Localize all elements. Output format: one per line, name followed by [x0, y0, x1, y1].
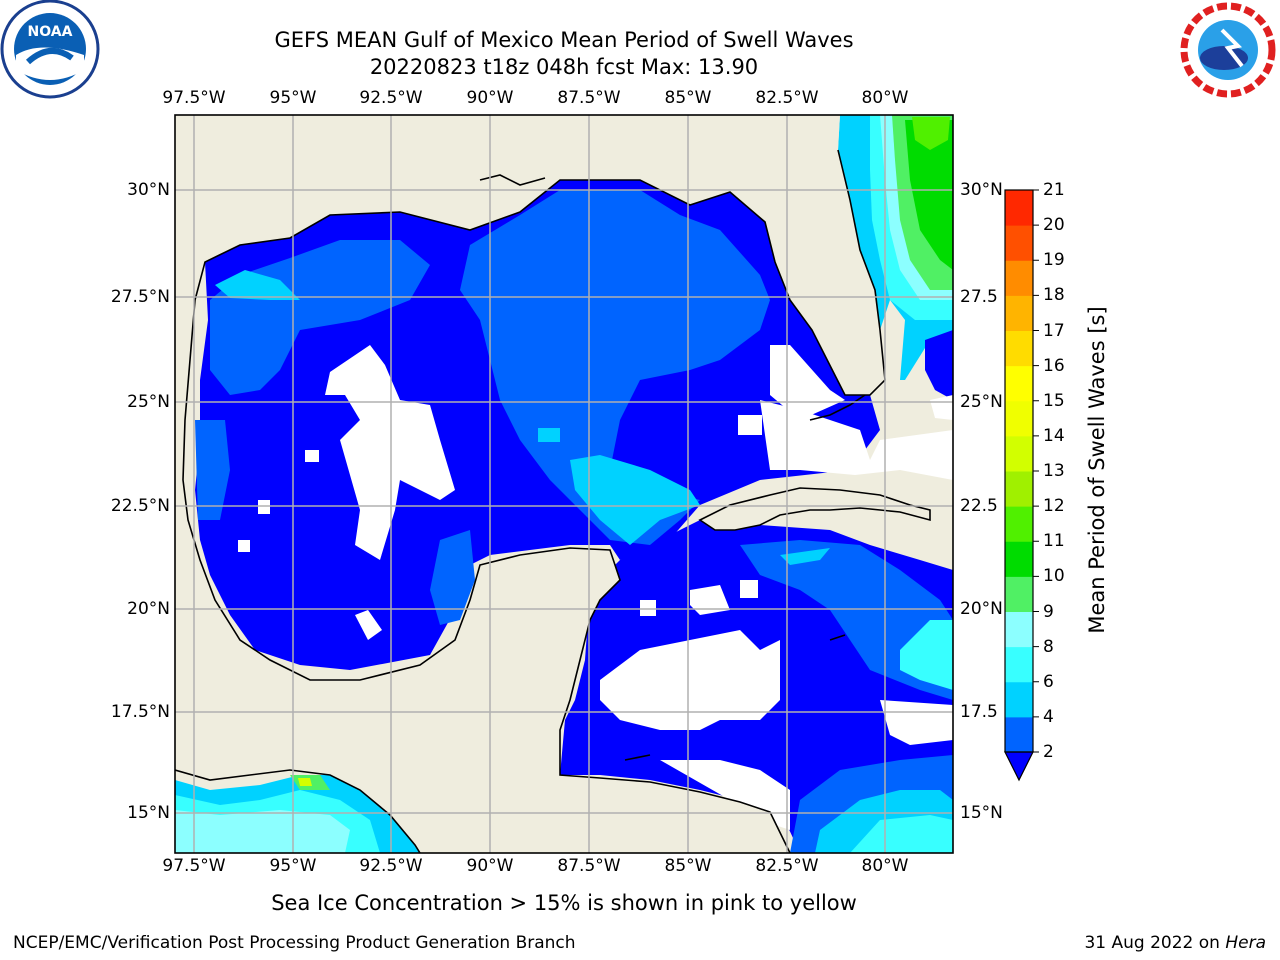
- lon-label-top: 92.5°W: [359, 88, 423, 108]
- colorbar-segment: [1005, 225, 1033, 261]
- colorbar-label: Mean Period of Swell Waves [s]: [1085, 306, 1109, 634]
- colorbar-tick-label: 13: [1043, 461, 1065, 481]
- colorbar-segment: [1005, 506, 1033, 542]
- colorbar-segment: [1005, 576, 1033, 612]
- lon-label-bottom: 85°W: [664, 856, 712, 876]
- sea-ice-note: Sea Ice Concentration > 15% is shown in …: [271, 891, 857, 915]
- colorbar-tick-label: 19: [1043, 250, 1065, 271]
- lat-label-right: 27.5: [960, 287, 998, 307]
- colorbar-tick-label: 14: [1043, 425, 1065, 446]
- footer-credit: NCEP/EMC/Verification Post Processing Pr…: [13, 933, 576, 953]
- lon-label-top: 87.5°W: [557, 88, 621, 108]
- map-title: GEFS MEAN Gulf of Mexico Mean Period of …: [274, 28, 854, 52]
- colorbar-segment: [1005, 611, 1033, 648]
- lat-label-left: 15°N: [127, 803, 170, 823]
- lat-label-right: 30°N: [960, 180, 1003, 200]
- colorbar-segment: [1005, 541, 1033, 577]
- colorbar-tick-label: 16: [1043, 355, 1065, 376]
- colorbar-tick-label: 4: [1043, 706, 1054, 727]
- colorbar-tick-label: 2: [1043, 742, 1054, 762]
- lon-label-bottom: 97.5°W: [162, 856, 226, 876]
- lon-label-top: 80°W: [861, 88, 909, 108]
- lon-label-top: 82.5°W: [755, 88, 819, 108]
- colorbar-tick-label: 6: [1043, 671, 1054, 692]
- lat-label-left: 22.5°N: [110, 496, 170, 516]
- colorbar-tick-label: 15: [1043, 390, 1065, 411]
- colorbar-segment: [1005, 471, 1033, 507]
- colorbar-tick-label: 18: [1043, 285, 1065, 306]
- footer-date: 31 Aug 2022 on Hera: [1084, 933, 1266, 953]
- lat-label-left: 17.5°N: [110, 702, 170, 722]
- lat-label-left: 25°N: [127, 392, 170, 412]
- colorbar-segment: [1005, 716, 1033, 753]
- colorbar-tick-label: 12: [1043, 496, 1065, 517]
- lat-label-right: 25°N: [960, 392, 1003, 412]
- lon-label-bottom: 92.5°W: [359, 856, 423, 876]
- map-subtitle: 20220823 t18z 048h fcst Max: 13.90: [369, 55, 759, 79]
- colorbar-segment: [1005, 400, 1033, 437]
- colorbar-segment: [1005, 435, 1033, 472]
- colorbar-tick-label: 11: [1043, 531, 1065, 552]
- nws-logo-icon: [1180, 2, 1276, 98]
- lon-label-bottom: 82.5°W: [755, 856, 819, 876]
- colorbar-tick-label: 17: [1043, 320, 1065, 341]
- svg-text:NOAA: NOAA: [28, 24, 73, 40]
- noaa-logo-icon: NOAA: [0, 0, 100, 99]
- lat-label-left: 20°N: [127, 599, 170, 619]
- colorbar-segment: [1005, 681, 1033, 718]
- lon-label-bottom: 80°W: [861, 856, 909, 876]
- colorbar-tick-label: 21: [1043, 180, 1065, 200]
- map-grid: [175, 115, 953, 853]
- colorbar-segment: [1005, 190, 1033, 226]
- lon-label-bottom: 95°W: [269, 856, 317, 876]
- lon-label-top: 85°W: [664, 88, 712, 108]
- colorbar-segment: [1005, 646, 1033, 683]
- colorbar-tick-label: 20: [1043, 215, 1065, 236]
- lon-label-top: 97.5°W: [162, 88, 226, 108]
- lat-label-left: 30°N: [127, 180, 170, 200]
- lon-label-bottom: 87.5°W: [557, 856, 621, 876]
- footer-host: Hera: [1225, 933, 1266, 953]
- lat-label-right: 15°N: [960, 803, 1003, 823]
- colorbar-tick-label: 9: [1043, 601, 1054, 622]
- colorbar-segment: [1005, 365, 1033, 402]
- colorbar-segment: [1005, 260, 1033, 296]
- footer-date-text: 31 Aug 2022 on: [1084, 933, 1226, 953]
- lon-label-top: 95°W: [269, 88, 317, 108]
- lat-label-right: 20°N: [960, 599, 1003, 619]
- colorbar-tick-label: 10: [1043, 566, 1065, 587]
- lon-label-bottom: 90°W: [466, 856, 514, 876]
- map-frame: [174, 114, 954, 854]
- lat-label-left: 27.5°N: [110, 287, 170, 307]
- lat-label-right: 17.5: [960, 702, 998, 722]
- colorbar-segment: [1005, 330, 1033, 367]
- colorbar-under-triangle: [1004, 751, 1034, 782]
- colorbar-segment: [1005, 295, 1033, 331]
- lat-label-right: 22.5: [960, 496, 998, 516]
- lon-label-top: 90°W: [466, 88, 514, 108]
- colorbar: [1004, 189, 1039, 782]
- colorbar-tick-label: 8: [1043, 636, 1054, 657]
